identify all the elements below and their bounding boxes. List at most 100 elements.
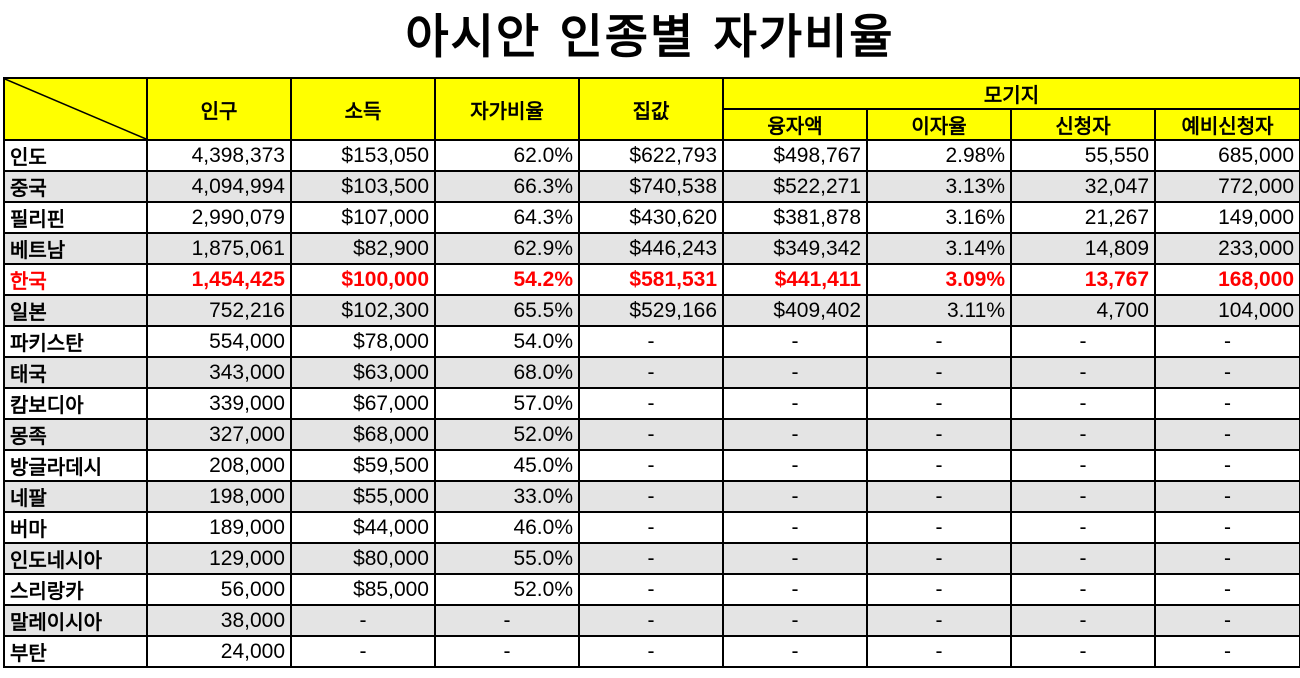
cell-pre: 168,000 bbox=[1153, 263, 1300, 296]
cell-population: 56,000 bbox=[146, 573, 292, 606]
cell-population: 208,000 bbox=[146, 449, 292, 482]
header-loan-amount: 융자액 bbox=[722, 108, 868, 141]
cell-income: $103,500 bbox=[290, 170, 436, 203]
cell-loan: $441,411 bbox=[722, 263, 868, 296]
cell-rate: 62.9% bbox=[434, 232, 580, 265]
cell-population: 4,094,994 bbox=[146, 170, 292, 203]
cell-rate: 52.0% bbox=[434, 573, 580, 606]
cell-population: 4,398,373 bbox=[146, 139, 292, 172]
cell-pre: 233,000 bbox=[1153, 232, 1300, 265]
cell-rate: 54.0% bbox=[434, 325, 580, 358]
table-row: 태국 343,000 $63,000 68.0% - - - - - bbox=[3, 356, 1300, 389]
cell-loan: $498,767 bbox=[722, 139, 868, 172]
cell-applicants: - bbox=[1010, 604, 1156, 637]
cell-pre: - bbox=[1153, 635, 1300, 668]
cell-loan: - bbox=[722, 573, 868, 606]
cell-interest: 3.11% bbox=[866, 294, 1012, 327]
corner-header-cell bbox=[3, 77, 148, 141]
cell-population: 189,000 bbox=[146, 511, 292, 544]
cell-interest: - bbox=[866, 418, 1012, 451]
cell-pre: - bbox=[1153, 418, 1300, 451]
cell-interest: - bbox=[866, 325, 1012, 358]
cell-interest: - bbox=[866, 480, 1012, 513]
cell-loan: - bbox=[722, 604, 868, 637]
cell-interest: - bbox=[866, 387, 1012, 420]
cell-loan: - bbox=[722, 387, 868, 420]
cell-income: $55,000 bbox=[290, 480, 436, 513]
cell-applicants: 4,700 bbox=[1010, 294, 1156, 327]
table-row: 일본 752,216 $102,300 65.5% $529,166 $409,402 3.… bbox=[3, 294, 1300, 327]
cell-price: - bbox=[578, 387, 724, 420]
cell-population: 2,990,079 bbox=[146, 201, 292, 234]
cell-pre: 685,000 bbox=[1153, 139, 1300, 172]
cell-price: - bbox=[578, 449, 724, 482]
cell-rate: - bbox=[434, 635, 580, 668]
table-row: 인도 4,398,373 $153,050 62.0% $622,793 $498,767… bbox=[3, 139, 1300, 172]
cell-income: $100,000 bbox=[290, 263, 436, 296]
table-row: 방글라데시 208,000 $59,500 45.0% - - - - - bbox=[3, 449, 1300, 482]
header-population: 인구 bbox=[146, 77, 292, 141]
header-ownership-rate: 자가비율 bbox=[434, 77, 580, 141]
cell-interest: 3.09% bbox=[866, 263, 1012, 296]
table-row: 네팔 198,000 $55,000 33.0% - - - - - bbox=[3, 480, 1300, 513]
table-row: 캄보디아 339,000 $67,000 57.0% - - - - - bbox=[3, 387, 1300, 420]
cell-loan: - bbox=[722, 449, 868, 482]
cell-population: 198,000 bbox=[146, 480, 292, 513]
country-name-cell: 네팔 bbox=[3, 480, 148, 513]
cell-loan: - bbox=[722, 511, 868, 544]
cell-applicants: 55,550 bbox=[1010, 139, 1156, 172]
cell-interest: - bbox=[866, 573, 1012, 606]
cell-income: $44,000 bbox=[290, 511, 436, 544]
cell-interest: - bbox=[866, 604, 1012, 637]
cell-loan: $381,878 bbox=[722, 201, 868, 234]
cell-loan: - bbox=[722, 542, 868, 575]
country-name-cell: 스리랑카 bbox=[3, 573, 148, 606]
country-name-cell: 부탄 bbox=[3, 635, 148, 668]
cell-interest: - bbox=[866, 356, 1012, 389]
cell-pre: 104,000 bbox=[1153, 294, 1300, 327]
cell-price: - bbox=[578, 356, 724, 389]
cell-pre: - bbox=[1153, 511, 1300, 544]
country-name-cell: 일본 bbox=[3, 294, 148, 327]
cell-pre: - bbox=[1153, 480, 1300, 513]
country-name-cell: 파키스탄 bbox=[3, 325, 148, 358]
cell-price: - bbox=[578, 325, 724, 358]
cell-applicants: 13,767 bbox=[1010, 263, 1156, 296]
cell-applicants: - bbox=[1010, 418, 1156, 451]
cell-price: $740,538 bbox=[578, 170, 724, 203]
table-row: 말레이시아 38,000- - - - - - - bbox=[3, 604, 1300, 637]
country-name-cell: 인도 bbox=[3, 139, 148, 172]
cell-population: 343,000 bbox=[146, 356, 292, 389]
cell-loan: - bbox=[722, 325, 868, 358]
cell-price: - bbox=[578, 604, 724, 637]
country-name-cell: 캄보디아 bbox=[3, 387, 148, 420]
cell-rate: 57.0% bbox=[434, 387, 580, 420]
cell-income: $107,000 bbox=[290, 201, 436, 234]
header-mortgage: 모기지 bbox=[721, 77, 1300, 110]
table-row: 부탄 24,000- - - - - - - bbox=[3, 635, 1300, 668]
table-row: 인도네시아 129,000 $80,000 55.0% - - - - - bbox=[3, 542, 1300, 575]
cell-rate: 66.3% bbox=[434, 170, 580, 203]
cell-price: $446,243 bbox=[578, 232, 724, 265]
cell-applicants: - bbox=[1010, 511, 1156, 544]
cell-income: $67,000 bbox=[290, 387, 436, 420]
cell-income: - bbox=[290, 635, 436, 668]
cell-income: $59,500 bbox=[290, 449, 436, 482]
country-name-cell: 한국 bbox=[3, 263, 148, 296]
cell-loan: - bbox=[722, 635, 868, 668]
cell-population: 327,000 bbox=[146, 418, 292, 451]
cell-interest: - bbox=[866, 511, 1012, 544]
cell-interest: 3.14% bbox=[866, 232, 1012, 265]
cell-applicants: - bbox=[1010, 356, 1156, 389]
cell-applicants: - bbox=[1010, 449, 1156, 482]
page-title: 아시안 인종별 자가비율 bbox=[405, 10, 895, 65]
cell-rate: 65.5% bbox=[434, 294, 580, 327]
cell-price: - bbox=[578, 511, 724, 544]
homeownership-table: 인구 소득 자가비율 집값 모기지 융자액 이자율 신청자 예비신청자 인도 4,… bbox=[3, 77, 1300, 668]
cell-income: $82,900 bbox=[290, 232, 436, 265]
cell-price: $622,793 bbox=[578, 139, 724, 172]
cell-loan: $349,342 bbox=[722, 232, 868, 265]
cell-income: - bbox=[290, 604, 436, 637]
header-applicants: 신청자 bbox=[1010, 108, 1156, 141]
cell-pre: - bbox=[1153, 542, 1300, 575]
